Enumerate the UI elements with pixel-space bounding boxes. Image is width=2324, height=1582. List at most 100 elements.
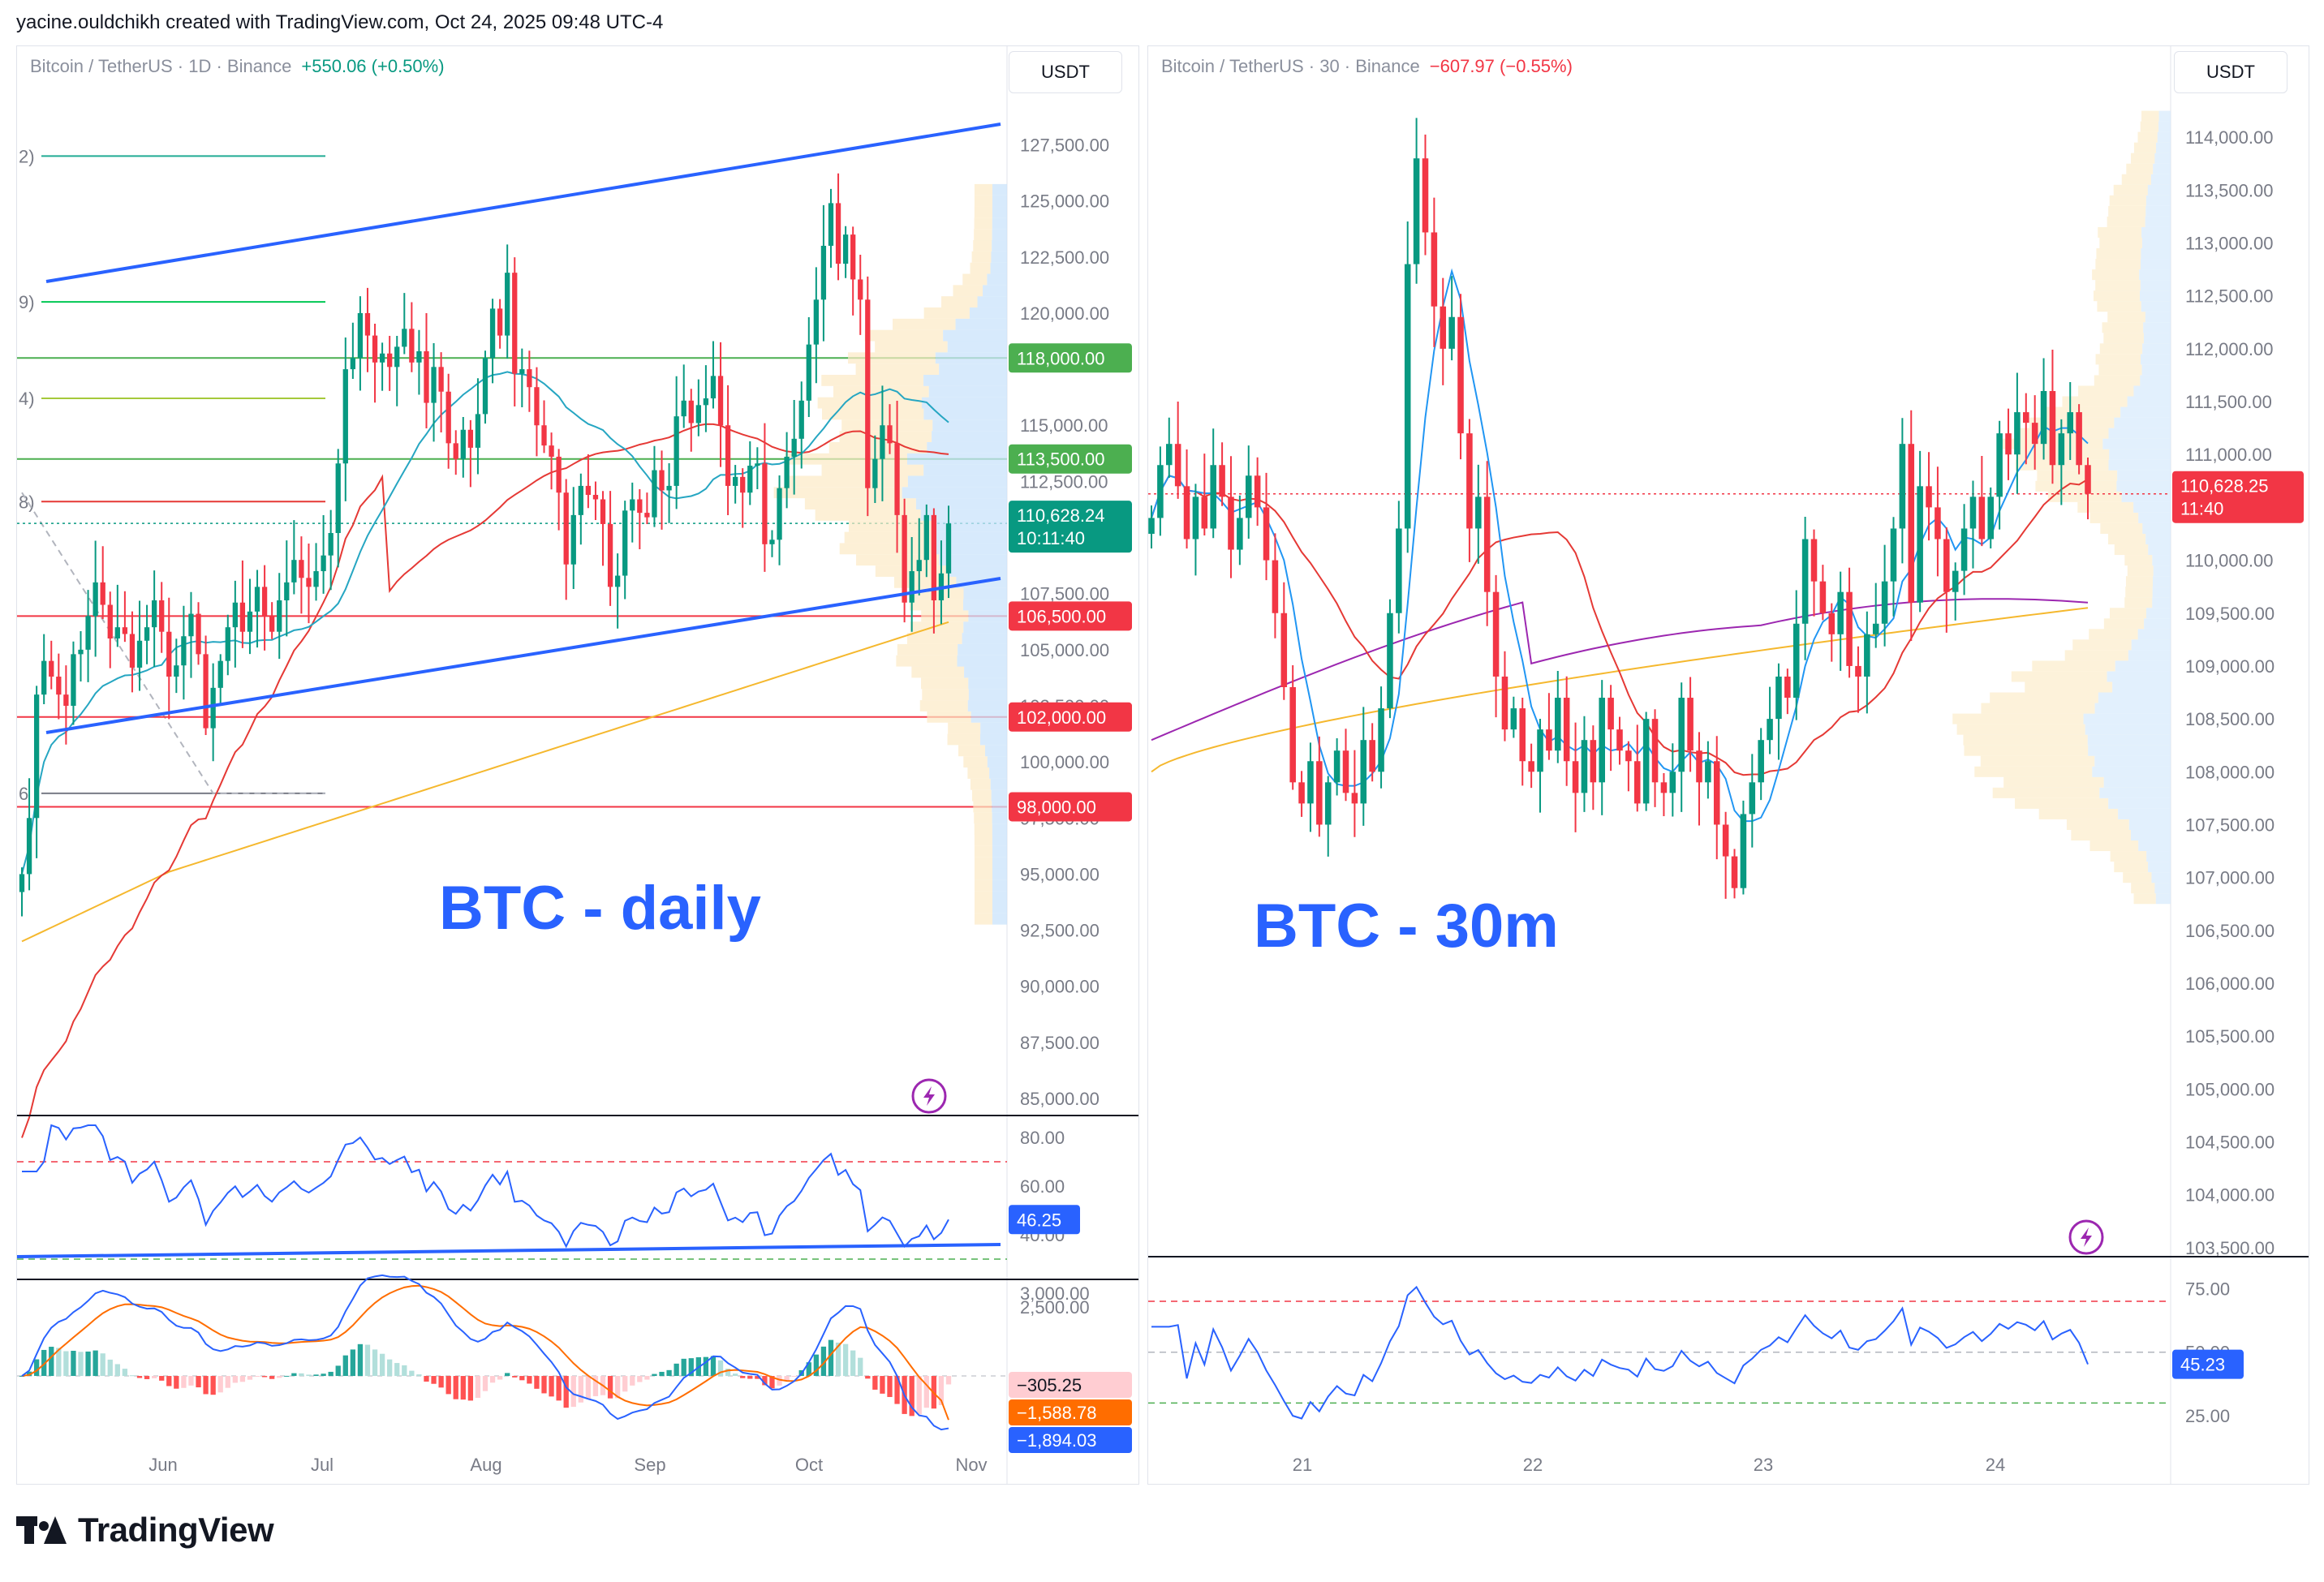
macd-histogram-bar (674, 1363, 679, 1377)
volume-profile-bar (992, 857, 1007, 869)
macd-histogram-bar (637, 1376, 643, 1382)
volume-profile-bar (923, 408, 1007, 420)
volume-profile-bar (958, 643, 1007, 656)
candle-body (1280, 613, 1288, 687)
candle-body (1254, 475, 1261, 508)
macd-histogram-bar (887, 1376, 893, 1397)
candle-body (1607, 698, 1614, 730)
volume-profile-bar (2102, 322, 2144, 333)
macd-histogram-bar (19, 1376, 25, 1378)
candle-body (1943, 539, 1950, 592)
volume-profile-bar (983, 285, 1007, 297)
volume-profile-bar (974, 913, 992, 925)
lightning-icon[interactable] (2068, 1219, 2104, 1255)
candle-body (1722, 824, 1729, 857)
candle-body (166, 631, 172, 677)
right-price-tick: 114,000.00 (2185, 127, 2273, 148)
candle-body (409, 329, 415, 363)
right-price-tick: 108,000.00 (2185, 762, 2275, 782)
volume-profile-bar (2127, 396, 2171, 407)
macd-histogram-bar (100, 1353, 105, 1377)
macd-histogram-bar (387, 1359, 393, 1377)
left-price-tick: 95,000.00 (1020, 864, 1100, 884)
candle-body (1792, 623, 1800, 699)
lightning-icon[interactable] (911, 1078, 947, 1114)
candle-body (1969, 497, 1977, 529)
macd-histogram-bar (784, 1376, 790, 1382)
candle-body (431, 367, 437, 403)
volume-profile-bar (909, 599, 963, 611)
candle-body (482, 358, 488, 415)
price-level-tag (1009, 343, 1132, 373)
volume-profile-bar (2152, 597, 2171, 608)
macd-histogram-bar (261, 1376, 268, 1378)
candle-body (1413, 158, 1420, 264)
candle-body (475, 414, 481, 448)
candle-body (56, 677, 62, 695)
volume-profile-bar (992, 913, 1007, 925)
macd-line (21, 1274, 949, 1431)
macd-histogram-bar (63, 1351, 69, 1377)
macd-histogram-bar (659, 1371, 665, 1377)
candle-body (688, 400, 694, 423)
candle-body (26, 818, 32, 875)
candle-body (306, 578, 312, 587)
right-price-tick: 105,500.00 (2185, 1026, 2275, 1047)
right-price-tick: 112,000.00 (2185, 339, 2273, 359)
volume-profile-bar (974, 902, 992, 914)
tradingview-footer[interactable]: TradingView (16, 1511, 274, 1550)
candle-body (762, 463, 768, 544)
ma50-line (1151, 475, 2089, 776)
candle-body (1908, 444, 1915, 603)
candle-body (284, 582, 290, 600)
daily-chart-canvas[interactable]: 2) 9) 4) 8) 6 127,500.00 125,000.00 122,500.00… (17, 46, 1139, 1485)
left-currency-button[interactable]: USDT (1009, 51, 1122, 93)
macd-histogram-bar (747, 1376, 753, 1379)
candle-body (277, 600, 282, 632)
volume-profile-bar (940, 296, 978, 308)
macd-histogram-bar (41, 1349, 47, 1377)
volume-profile-bar (2143, 333, 2171, 344)
volume-profile-bar (963, 621, 1007, 634)
volume-profile-bar (974, 812, 992, 824)
left-price-tick: 90,000.00 (1020, 977, 1100, 997)
candle-body (2085, 465, 2091, 494)
left-chart-panel[interactable]: 2) 9) 4) 8) 6 127,500.00 125,000.00 122,500.00… (16, 45, 1139, 1485)
macd-histogram-bar (894, 1376, 900, 1404)
volume-profile-bar (920, 509, 1007, 521)
macd-histogram-bar (129, 1375, 136, 1377)
macd-histogram-bar (541, 1376, 547, 1394)
volume-profile-bar (841, 419, 933, 432)
month-label: Jul (311, 1455, 334, 1475)
candle-body (733, 476, 738, 486)
volume-profile-bar (992, 879, 1007, 892)
left-price-tick: 120,000.00 (1020, 303, 1109, 324)
volume-profile-bar (2107, 671, 2171, 682)
volume-profile-bar (968, 610, 1007, 622)
day-label: 22 (1523, 1455, 1543, 1475)
volume-profile-bar (967, 767, 990, 779)
candle-body (174, 665, 179, 677)
volume-profile-bar (2108, 428, 2171, 439)
volume-profile-bar (2108, 533, 2146, 545)
macd-histogram-bar (151, 1376, 157, 1378)
candle-body (1342, 750, 1349, 793)
right-chart-panel[interactable]: 114,000.00 113,500.00 113,000.00 112,500.00… (1147, 45, 2309, 1485)
candle-body (1855, 665, 1861, 677)
candle-body (1528, 761, 1534, 772)
volume-profile-bar (855, 363, 940, 375)
price-level-tag (1009, 792, 1132, 822)
volume-profile-bar (2144, 618, 2171, 630)
volume-profile-bar (2089, 840, 2139, 852)
macd-histogram-bar (630, 1376, 635, 1386)
candle-body (1519, 708, 1526, 762)
candle-body (1828, 613, 1836, 634)
volume-profile-bar (921, 610, 969, 622)
right-currency-button[interactable]: USDT (2174, 51, 2287, 93)
volume-profile-bar (2038, 808, 2119, 819)
intraday-chart-canvas[interactable]: 114,000.00 113,500.00 113,000.00 112,500.00… (1148, 46, 2309, 1485)
left-symbol-name: Bitcoin / TetherUS · 1D · Binance (30, 56, 292, 76)
left-price-tick: 127,500.00 (1020, 135, 1109, 155)
fib-level-label: 6 (19, 784, 28, 804)
candle-body (342, 369, 348, 464)
